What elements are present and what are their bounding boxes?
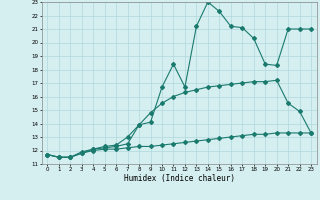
- X-axis label: Humidex (Indice chaleur): Humidex (Indice chaleur): [124, 174, 235, 183]
